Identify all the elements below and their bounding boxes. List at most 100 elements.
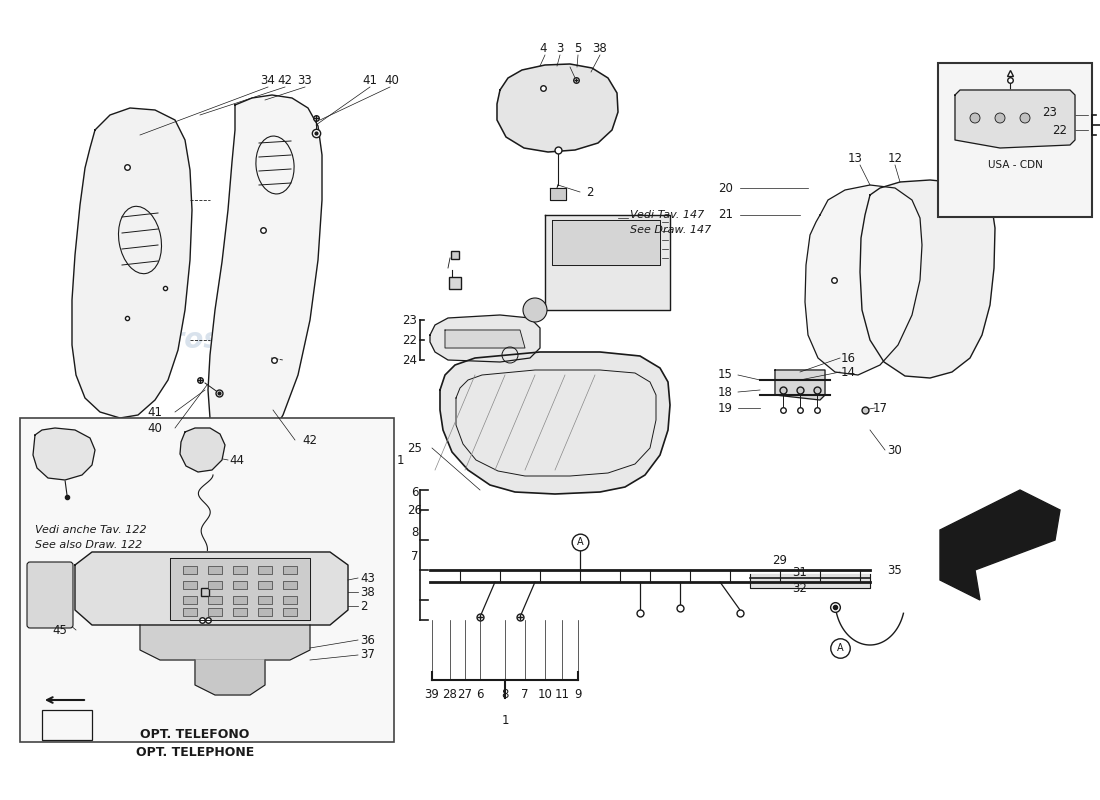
Text: 35: 35	[888, 563, 902, 577]
Polygon shape	[860, 180, 996, 378]
Bar	[258, 596, 272, 604]
Bar	[283, 581, 297, 589]
Text: 2: 2	[360, 599, 367, 613]
Text: 7: 7	[521, 689, 529, 702]
Text: OPT. TELEFONO: OPT. TELEFONO	[141, 729, 250, 742]
Text: 44: 44	[230, 454, 244, 466]
Circle shape	[996, 113, 1005, 123]
Bar	[208, 581, 222, 589]
Bar	[283, 566, 297, 574]
Polygon shape	[805, 185, 922, 375]
Text: See also Draw. 122: See also Draw. 122	[35, 540, 142, 550]
Text: 28: 28	[442, 689, 458, 702]
Bar	[208, 566, 222, 574]
Text: 13: 13	[848, 151, 862, 165]
Text: 38: 38	[593, 42, 607, 54]
Polygon shape	[140, 625, 310, 660]
Text: 34: 34	[261, 74, 275, 86]
Text: Vedi anche Tav. 122: Vedi anche Tav. 122	[35, 525, 146, 535]
FancyBboxPatch shape	[28, 562, 73, 628]
Text: 6: 6	[476, 689, 484, 702]
Text: 40: 40	[147, 422, 163, 434]
Polygon shape	[750, 574, 870, 588]
Polygon shape	[170, 558, 310, 620]
Text: 18: 18	[717, 386, 733, 398]
Text: 2: 2	[586, 186, 594, 198]
Text: 38: 38	[360, 586, 375, 598]
Bar	[208, 596, 222, 604]
Text: 43: 43	[360, 571, 375, 585]
Text: 8: 8	[502, 689, 508, 702]
Text: 37: 37	[360, 649, 375, 662]
Bar	[233, 566, 248, 574]
Text: 27: 27	[458, 689, 473, 702]
Text: 25: 25	[408, 442, 422, 454]
Bar	[258, 566, 272, 574]
Text: A: A	[576, 537, 583, 547]
Text: 1: 1	[502, 714, 508, 726]
Text: 19: 19	[717, 402, 733, 414]
Text: 39: 39	[425, 689, 439, 702]
Bar	[283, 608, 297, 616]
Text: See Draw. 147: See Draw. 147	[630, 225, 712, 235]
Bar	[183, 566, 197, 574]
Text: 16: 16	[840, 351, 856, 365]
Polygon shape	[180, 428, 226, 472]
Circle shape	[970, 113, 980, 123]
Text: 23: 23	[403, 314, 417, 326]
Text: 42: 42	[277, 74, 293, 86]
Bar	[233, 608, 248, 616]
Text: eurospares: eurospares	[132, 516, 308, 544]
Text: 33: 33	[298, 74, 312, 86]
Text: 17: 17	[872, 402, 888, 414]
Text: USA - CDN: USA - CDN	[988, 160, 1043, 170]
Text: OPT. TELEPHONE: OPT. TELEPHONE	[136, 746, 254, 758]
Text: 11: 11	[554, 689, 570, 702]
Text: 26: 26	[407, 503, 422, 517]
Text: eurospares: eurospares	[472, 376, 648, 404]
FancyBboxPatch shape	[20, 418, 394, 742]
Circle shape	[1020, 113, 1030, 123]
Text: 32: 32	[793, 582, 807, 594]
FancyBboxPatch shape	[938, 63, 1092, 217]
Bar	[233, 581, 248, 589]
Text: 31: 31	[793, 566, 807, 578]
Polygon shape	[195, 660, 265, 695]
Bar	[258, 581, 272, 589]
Bar	[233, 596, 248, 604]
Text: 3: 3	[557, 42, 563, 54]
Text: 21: 21	[718, 209, 734, 222]
Polygon shape	[552, 220, 660, 265]
Text: 41: 41	[147, 406, 163, 418]
Text: A: A	[837, 643, 844, 653]
Polygon shape	[430, 315, 540, 362]
Text: 20: 20	[718, 182, 734, 194]
Text: 8: 8	[411, 526, 419, 538]
Polygon shape	[208, 95, 322, 458]
Text: 22: 22	[403, 334, 418, 346]
Polygon shape	[544, 215, 670, 310]
Text: 14: 14	[840, 366, 856, 378]
Polygon shape	[72, 108, 192, 418]
Bar	[208, 608, 222, 616]
Text: 6: 6	[411, 486, 419, 498]
Text: Vedi Tav. 147: Vedi Tav. 147	[630, 210, 704, 220]
Polygon shape	[497, 64, 618, 152]
Text: 41: 41	[363, 74, 377, 86]
Text: 9: 9	[574, 689, 582, 702]
Polygon shape	[446, 330, 525, 348]
Bar	[183, 608, 197, 616]
Text: 23: 23	[1043, 106, 1057, 118]
Text: eurospares: eurospares	[132, 326, 308, 354]
Text: 5: 5	[574, 42, 582, 54]
Polygon shape	[955, 90, 1075, 148]
Bar	[183, 596, 197, 604]
Polygon shape	[776, 370, 825, 400]
Polygon shape	[940, 490, 1060, 600]
Polygon shape	[440, 352, 670, 494]
Text: 24: 24	[403, 354, 418, 366]
Text: 42: 42	[302, 434, 318, 446]
Text: 10: 10	[538, 689, 552, 702]
Text: 15: 15	[717, 369, 733, 382]
Text: 30: 30	[888, 443, 902, 457]
